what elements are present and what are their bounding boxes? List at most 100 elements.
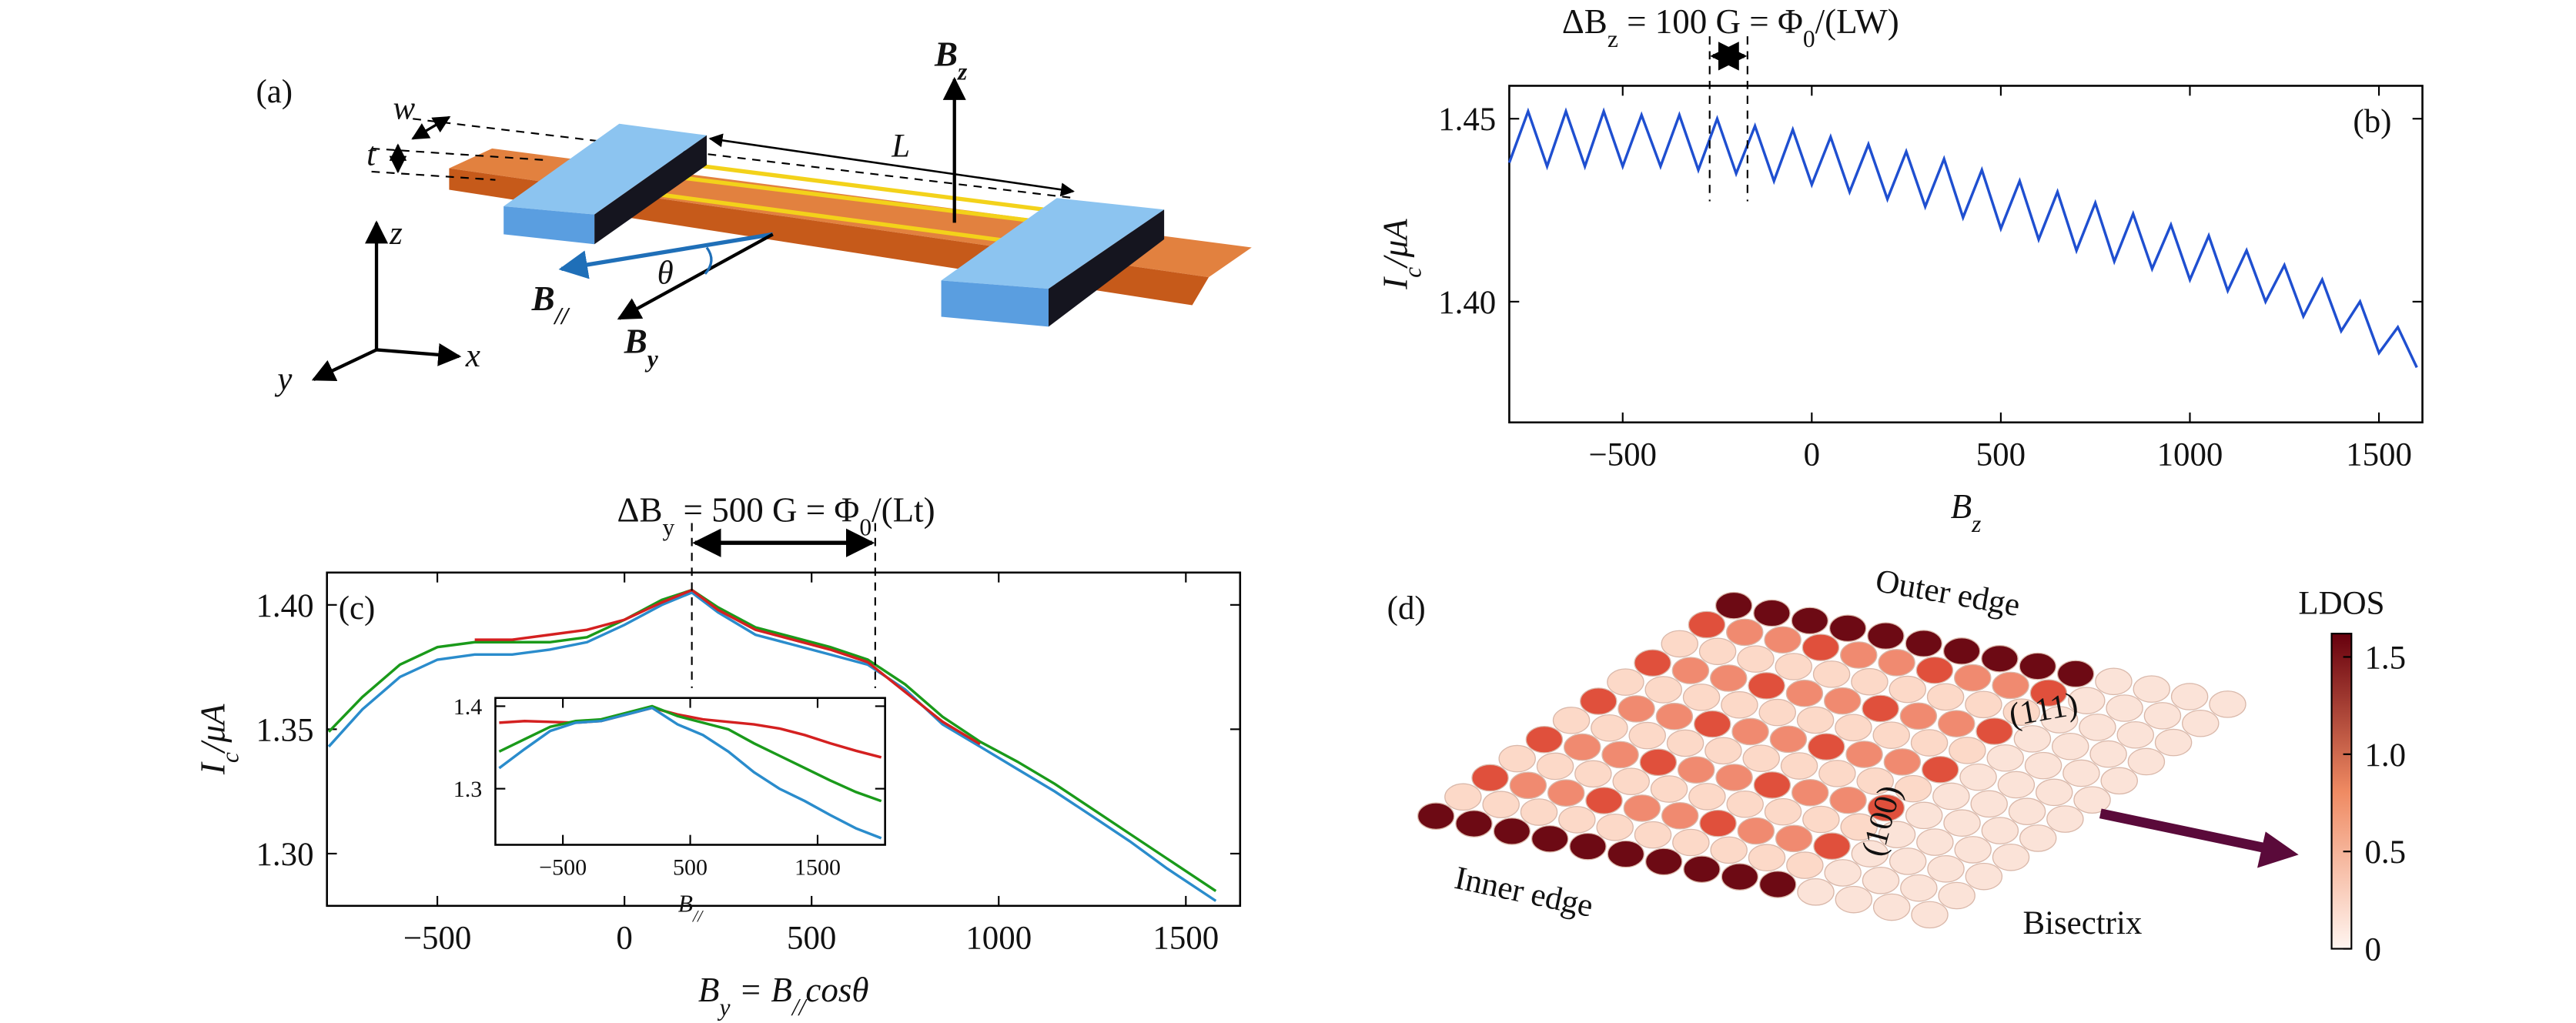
atom: [1938, 881, 1975, 910]
outer-edge-label: Outer edge: [1873, 563, 2023, 623]
atom: [1959, 763, 1997, 791]
label-by-part: y: [644, 345, 659, 372]
data-line: [327, 590, 1217, 902]
atom: [1775, 653, 1812, 680]
data-line: [327, 588, 1217, 892]
atom: [2013, 725, 2052, 753]
atom: [1574, 760, 1612, 788]
annotation-part: ΔB: [1562, 2, 1607, 41]
atom: [2143, 702, 2182, 730]
data-line: [498, 704, 882, 803]
atom: [1802, 634, 1840, 661]
y-axis-label-part: I: [194, 761, 233, 775]
atom: [1634, 649, 1671, 677]
atom: [1710, 836, 1748, 864]
atom: [1775, 824, 1813, 853]
atom: [1938, 710, 1975, 737]
annotation-part: 0: [1803, 25, 1815, 52]
x-axis-label-part: y: [717, 994, 730, 1021]
atom: [1845, 741, 1883, 768]
plot-frame: [326, 571, 1242, 908]
atom: [1758, 698, 1796, 727]
atom: [1970, 790, 2008, 818]
atom: [1710, 664, 1748, 692]
atom: [2170, 683, 2209, 710]
x-tick-label: 500: [1976, 436, 2026, 473]
atom: [1748, 844, 1786, 872]
atom: [1916, 828, 1954, 856]
y-tick-label: 1.40: [1438, 285, 1496, 321]
atom: [1828, 614, 1867, 643]
x-tick-label: 1000: [965, 921, 1032, 957]
annotation-part: /(Lt): [871, 490, 935, 529]
atom: [1791, 778, 1829, 807]
atom: [1634, 821, 1672, 849]
atom: [1623, 794, 1661, 822]
x-tick-label: −500: [403, 921, 472, 957]
atom: [1558, 806, 1596, 834]
atom: [1628, 721, 1666, 750]
y-tick-label: 1.40: [256, 588, 313, 624]
atom: [1721, 863, 1759, 891]
atom: [2127, 747, 2166, 776]
atom: [1878, 821, 1916, 848]
bpar-arrow: [558, 232, 774, 279]
atom: [1758, 871, 1797, 898]
y-axis-label-part: /μA: [194, 704, 233, 754]
x-axis-label-part: B: [678, 891, 693, 918]
atom: [1650, 775, 1688, 803]
atom: [1525, 725, 1564, 754]
atom: [1889, 847, 1927, 875]
atom: [2019, 824, 2057, 852]
atom: [1813, 832, 1851, 861]
atom: [1666, 729, 1705, 757]
label-w: w: [393, 90, 415, 126]
atom: [1693, 710, 1731, 738]
colorbar: [2330, 633, 2353, 950]
atom: [1509, 771, 1547, 800]
atom: [1520, 798, 1558, 826]
atom: [2209, 690, 2246, 718]
x-axis-label-part: //: [691, 906, 704, 925]
x-tick-label: 500: [673, 855, 708, 881]
atom: [1899, 702, 1938, 730]
lattice-sketch: (d) Outer edge Inner edge Bisectrix (111…: [1387, 563, 2299, 941]
current-loop: [660, 192, 1058, 250]
x-axis-label-part: B: [1951, 487, 1972, 526]
label-bpar: B//: [531, 279, 571, 329]
label-x: x: [465, 338, 480, 374]
atom: [2002, 698, 2040, 726]
x-axis-label-part: //: [791, 994, 808, 1021]
atom: [1949, 737, 1986, 764]
atom: [1601, 741, 1639, 769]
atom: [2068, 687, 2106, 714]
atom: [1715, 591, 1753, 620]
atom: [1889, 675, 1926, 704]
atom: [2035, 778, 2073, 807]
atom: [2029, 679, 2068, 707]
atom: [1796, 706, 1835, 734]
colorbar-title: LDOS: [2298, 585, 2384, 621]
atom: [1997, 771, 2036, 799]
atom: [1954, 664, 1992, 692]
x-axis-label-part: B: [698, 971, 720, 1009]
atom: [1915, 656, 1954, 684]
atom: [1911, 901, 1949, 929]
label-bz-part: z: [957, 58, 968, 85]
y-tick-label: 1.3: [453, 777, 483, 802]
label-bz-part: B: [934, 35, 958, 74]
data-line: [474, 588, 981, 746]
annotation-part: /(LW): [1815, 2, 1899, 41]
atom: [1780, 752, 1818, 780]
bisectrix-label: Bisectrix: [2022, 905, 2142, 941]
atom: [1883, 748, 1922, 776]
atom: [1975, 717, 2013, 745]
atom: [1677, 756, 1715, 784]
bisectrix-arrowhead: [2257, 831, 2299, 868]
atom: [2133, 675, 2171, 703]
x-tick-label: −500: [1588, 436, 1657, 473]
atom: [2089, 740, 2127, 768]
atom: [2079, 714, 2116, 741]
atom: [1688, 610, 1726, 639]
atom: [1536, 752, 1574, 781]
